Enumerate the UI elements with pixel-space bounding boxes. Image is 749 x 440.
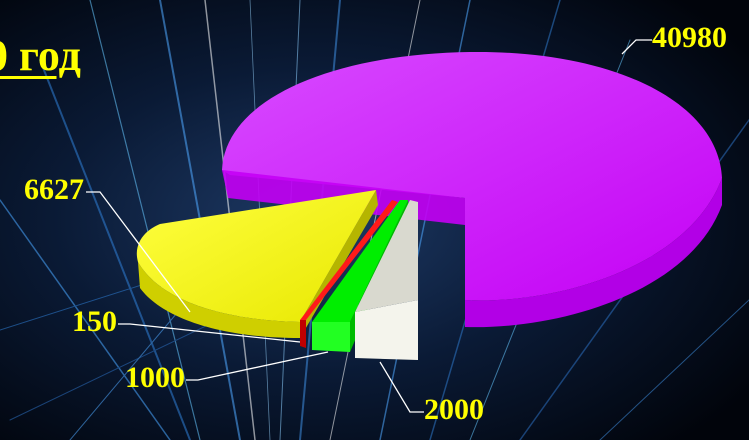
chart-title: 0 год xyxy=(0,31,81,80)
data-label-2000: 2000 xyxy=(424,393,484,426)
leader-lines xyxy=(86,39,652,413)
pie-slice-2000 xyxy=(355,200,418,360)
leader-line-150 xyxy=(118,323,301,343)
slice-6627-side xyxy=(138,262,300,338)
leader-line-40980 xyxy=(621,39,652,55)
slice-150-top xyxy=(300,200,398,320)
data-label-150: 150 xyxy=(72,305,117,338)
slice-40980-side-front xyxy=(465,178,722,328)
data-label-1000: 1000 xyxy=(125,361,185,394)
data-label-40980: 40980 xyxy=(652,21,727,54)
leader-line-2000 xyxy=(379,361,424,413)
slice-150-side xyxy=(300,320,306,348)
slice-6627-top xyxy=(136,190,376,322)
data-label-6627: 6627 xyxy=(24,173,84,206)
slice-1000-top xyxy=(312,200,408,322)
pie-slice-150 xyxy=(300,200,398,348)
slice-1000-side xyxy=(312,322,350,352)
slice-2000-side xyxy=(355,300,418,360)
slice-2000-top xyxy=(355,200,418,312)
leader-line-1000 xyxy=(186,351,329,381)
data-labels: 40980 6627 150 1000 2000 xyxy=(24,21,727,426)
slice-40980-top xyxy=(222,51,722,301)
leader-line-6627 xyxy=(86,191,191,313)
